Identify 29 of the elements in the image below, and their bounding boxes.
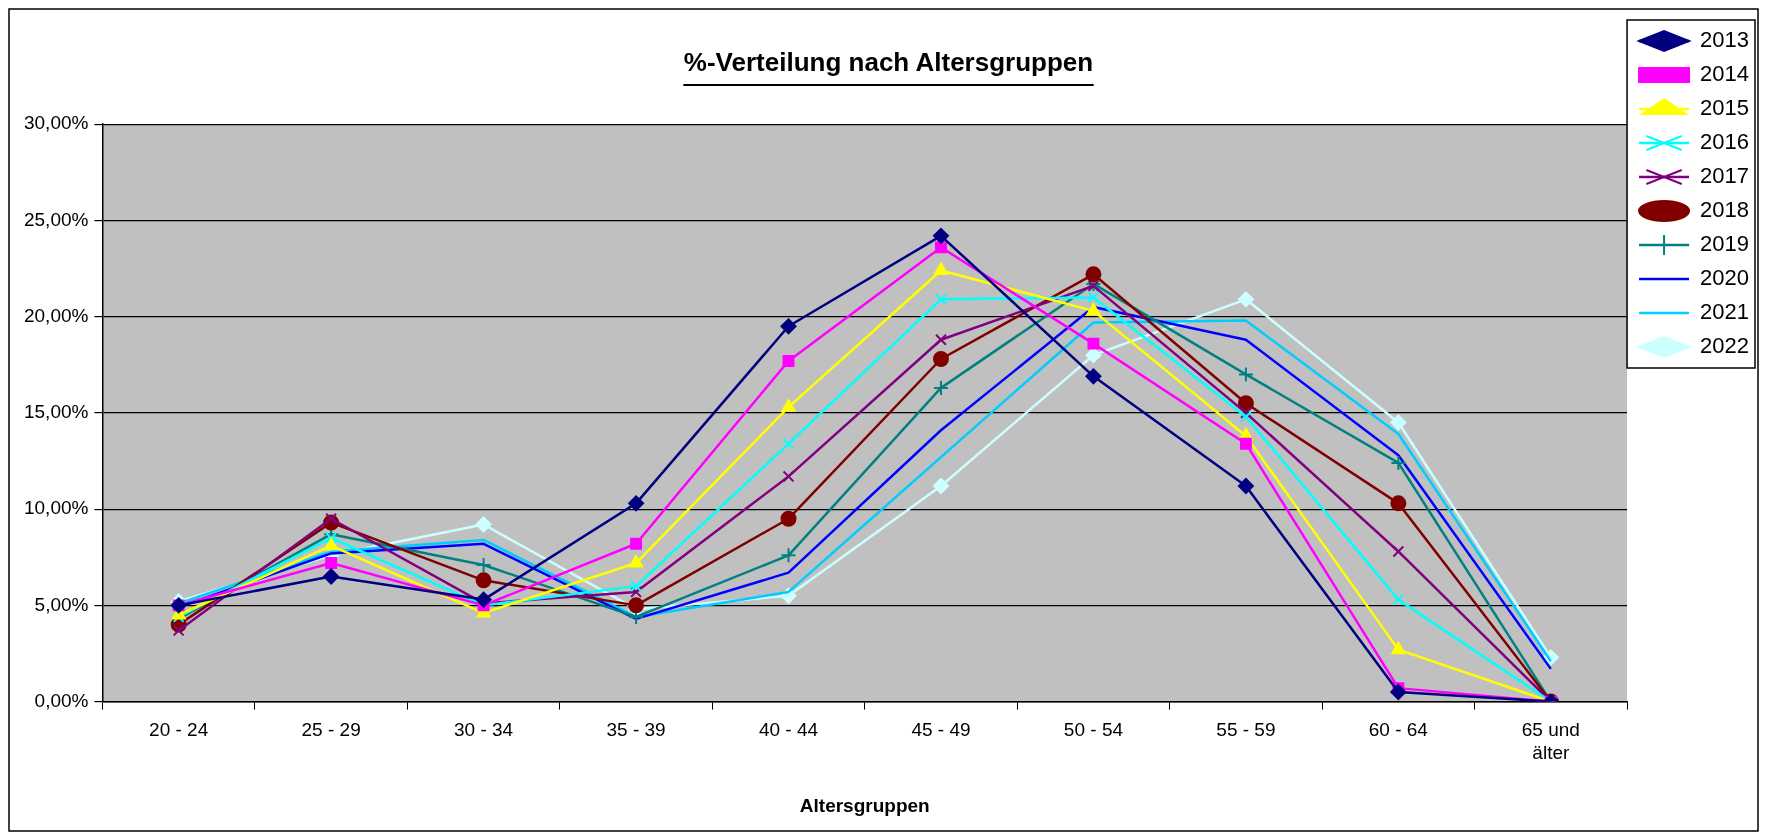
y-tick-label: 0,00% [34, 689, 89, 711]
legend-label: 2015 [1700, 95, 1750, 121]
x-tick-label: 50 - 54 [1063, 719, 1124, 741]
x-tick-label: 35 - 39 [606, 719, 666, 741]
legend-label: 2016 [1700, 129, 1750, 155]
chart-title: %-Verteilung nach Altersgruppen [683, 46, 1094, 77]
x-tick-label: 60 - 64 [1368, 719, 1429, 741]
x-axis-title: Altersgruppen [799, 794, 930, 816]
legend-label: 2014 [1700, 61, 1750, 87]
x-tick-label: 45 - 49 [911, 719, 971, 741]
legend-label: 2020 [1700, 265, 1750, 291]
x-tick-label: 40 - 44 [758, 719, 819, 741]
x-tick-label: 20 - 24 [149, 719, 209, 741]
legend-label: 2013 [1700, 27, 1750, 53]
y-tick-label: 25,00% [23, 208, 89, 230]
x-tick-label: 30 - 34 [454, 719, 514, 741]
legend-label: 2018 [1700, 197, 1750, 223]
y-tick-label: 30,00% [23, 112, 89, 134]
x-tick-label: 65 und älter [1521, 719, 1580, 764]
y-tick-label: 15,00% [23, 401, 89, 423]
x-tick-label: 55 - 59 [1216, 719, 1276, 741]
x-tick-label: 25 - 29 [301, 719, 361, 741]
y-tick-label: 10,00% [23, 497, 89, 519]
legend-label: 2017 [1700, 163, 1750, 189]
legend-label: 2019 [1700, 231, 1750, 257]
legend-label: 2021 [1700, 299, 1750, 325]
y-tick-label: 5,00% [34, 593, 89, 615]
y-tick-label: 20,00% [23, 304, 89, 326]
legend-label: 2022 [1700, 333, 1750, 359]
